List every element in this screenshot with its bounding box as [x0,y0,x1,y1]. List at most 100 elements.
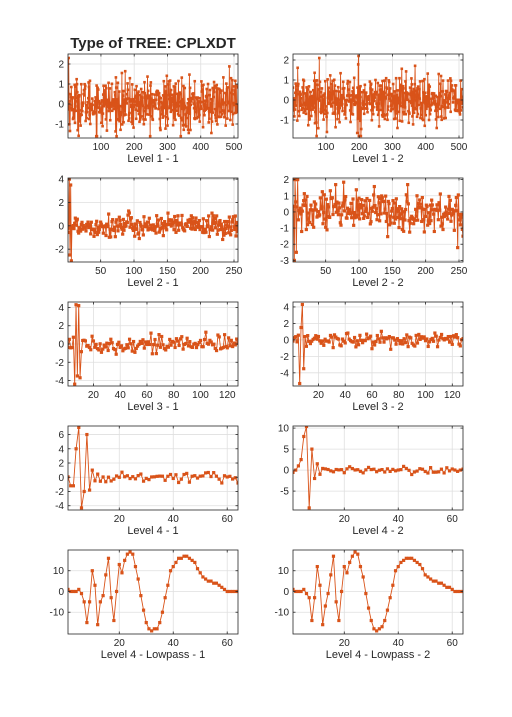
data-point [434,118,438,121]
figure-title: Type of TREE: CPLXDT [70,35,236,52]
series-group [68,178,238,262]
data-point [210,120,214,123]
data-point [213,217,217,221]
data-point [345,467,349,471]
series-group [68,303,238,386]
data-point [396,126,399,130]
data-point [231,477,235,481]
data-point [406,92,410,95]
data-point [391,82,395,86]
data-point [396,564,400,569]
data-point [214,348,219,353]
data-point [162,79,166,83]
data-point [419,205,423,210]
data-point [410,341,414,345]
data-point [440,115,443,118]
data-point [118,115,122,118]
data-point [128,550,132,554]
data-point [364,210,368,214]
data-point [409,93,413,96]
data-point [439,94,443,98]
data-point [431,208,435,212]
data-point [163,478,167,482]
data-point [426,72,430,75]
data-point [152,100,156,104]
data-point [360,107,364,111]
data-point [306,88,309,91]
data-point [461,467,463,471]
data-point [383,470,387,474]
data-point [401,342,405,346]
data-point [95,134,99,138]
axes-background [68,426,238,510]
data-point [204,108,208,111]
data-point [193,341,197,345]
data-point [323,112,327,116]
data-point [150,352,154,356]
data-point [374,90,378,94]
data-point [101,231,105,235]
data-point [459,215,463,219]
data-point [82,600,86,604]
data-point [399,468,403,472]
data-point [197,218,201,223]
data-point [162,114,165,118]
data-point [447,102,450,106]
data-point [307,339,311,343]
data-point [220,89,223,92]
data-point [98,479,102,483]
data-point [336,117,339,121]
data-point [185,111,189,115]
data-point [356,552,360,556]
data-point [163,223,167,227]
data-point [326,467,330,472]
data-point [295,84,298,88]
x-tick-label: 100 [93,142,110,153]
data-point [334,183,338,187]
data-point [105,341,109,345]
data-point [68,56,70,60]
data-point [400,120,404,123]
data-point [131,97,135,101]
data-point [236,481,238,485]
data-point [342,86,346,90]
data-point [435,345,440,349]
x-axis-label: Level 3 - 1 [127,401,178,413]
data-point [164,90,168,93]
data-point [433,103,437,106]
data-point [340,102,344,106]
data-point [441,105,444,109]
data-point [75,77,78,81]
data-point [223,333,227,337]
data-point [372,105,375,109]
data-point [217,223,221,227]
data-point [108,87,112,90]
data-point [342,339,346,343]
data-point [85,432,89,437]
data-point [188,73,191,76]
data-point [164,226,168,230]
data-point [135,84,138,88]
data-point [83,82,86,86]
data-point [302,111,305,114]
data-point [92,234,96,238]
data-point [71,335,75,339]
data-point [220,112,224,116]
data-point [79,350,83,354]
data-point [320,190,324,194]
data-point [190,558,194,562]
data-point [115,218,119,222]
data-point [302,434,306,439]
data-point [404,80,407,83]
data-point [458,111,461,114]
data-point [293,108,297,111]
data-point [86,96,90,100]
data-point [372,193,376,197]
data-point [379,98,382,101]
data-point [322,193,326,197]
data-point [457,212,461,217]
data-point [439,224,443,228]
y-tick-label: 5 [283,445,289,456]
data-point [445,466,449,470]
